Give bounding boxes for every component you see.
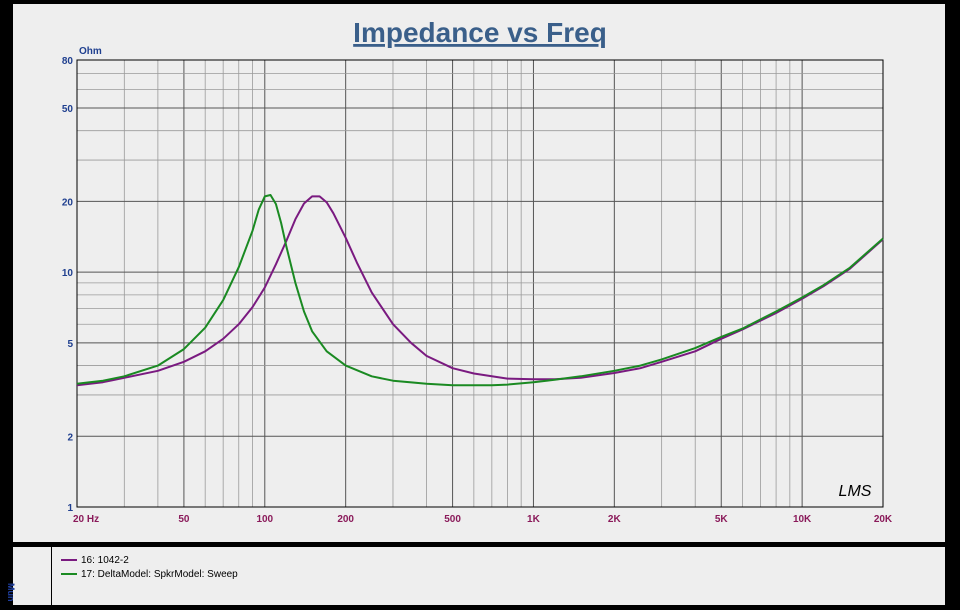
chart-title: Impedance vs Freq: [353, 17, 607, 48]
legend-side-panel: Mun: [6, 547, 52, 605]
x-tick-label: 20K: [874, 514, 893, 525]
y-tick-label: 2: [67, 432, 73, 443]
legend-side-label: Mun: [6, 583, 16, 602]
x-tick-label: 20 Hz: [73, 514, 99, 525]
legend-item-17: 17: DeltaModel: SpkrModel: Sweep: [61, 569, 238, 581]
x-tick-label: 200: [337, 514, 354, 525]
x-tick-label: 5K: [715, 514, 729, 525]
legend-label-16: 16: 1042-2: [81, 555, 129, 566]
series-line-1042-2: [76, 195, 884, 387]
legend-panel: Mun 16: 1042-2 17: DeltaModel: SpkrModel…: [6, 547, 945, 605]
x-tick-label: 10K: [793, 514, 812, 525]
y-tick-label: 50: [62, 104, 74, 115]
legend-item-16: 16: 1042-2: [61, 555, 129, 567]
x-tick-label: 1K: [527, 514, 541, 525]
grid-lines: [76, 60, 884, 507]
legend-swatch-16: [61, 559, 77, 562]
series-line-deltamodel-sweep: [76, 194, 884, 387]
legend-swatch-17: [61, 573, 77, 576]
x-tick-label: 2K: [608, 514, 622, 525]
series-lines: [76, 194, 884, 387]
y-axis-unit-label: Ohm: [79, 46, 102, 57]
y-tick-label: 80: [62, 56, 74, 67]
legend-label-17: 17: DeltaModel: SpkrModel: Sweep: [81, 569, 238, 580]
y-tick-label: 5: [67, 339, 73, 350]
x-tick-label: 50: [178, 514, 190, 525]
x-tick-label: 100: [256, 514, 273, 525]
x-tick-label: 500: [444, 514, 461, 525]
chart-panel: Impedance vs Freq Ohm 20 Hz 50 100 200 500 1K…: [13, 4, 945, 542]
y-tick-label: 20: [62, 197, 74, 208]
tick-labels: 20 Hz 50 100 200 500 1K 2K 5K 10K 20K 1 2 5 10 20 50 80: [62, 56, 893, 525]
lms-watermark: LMS: [839, 483, 872, 500]
y-tick-label: 1: [67, 503, 73, 514]
plot-border: [76, 59, 884, 508]
y-tick-label: 10: [62, 268, 74, 279]
chart-svg: Impedance vs Freq Ohm 20 Hz 50 100 200 500 1K…: [62, 17, 893, 525]
